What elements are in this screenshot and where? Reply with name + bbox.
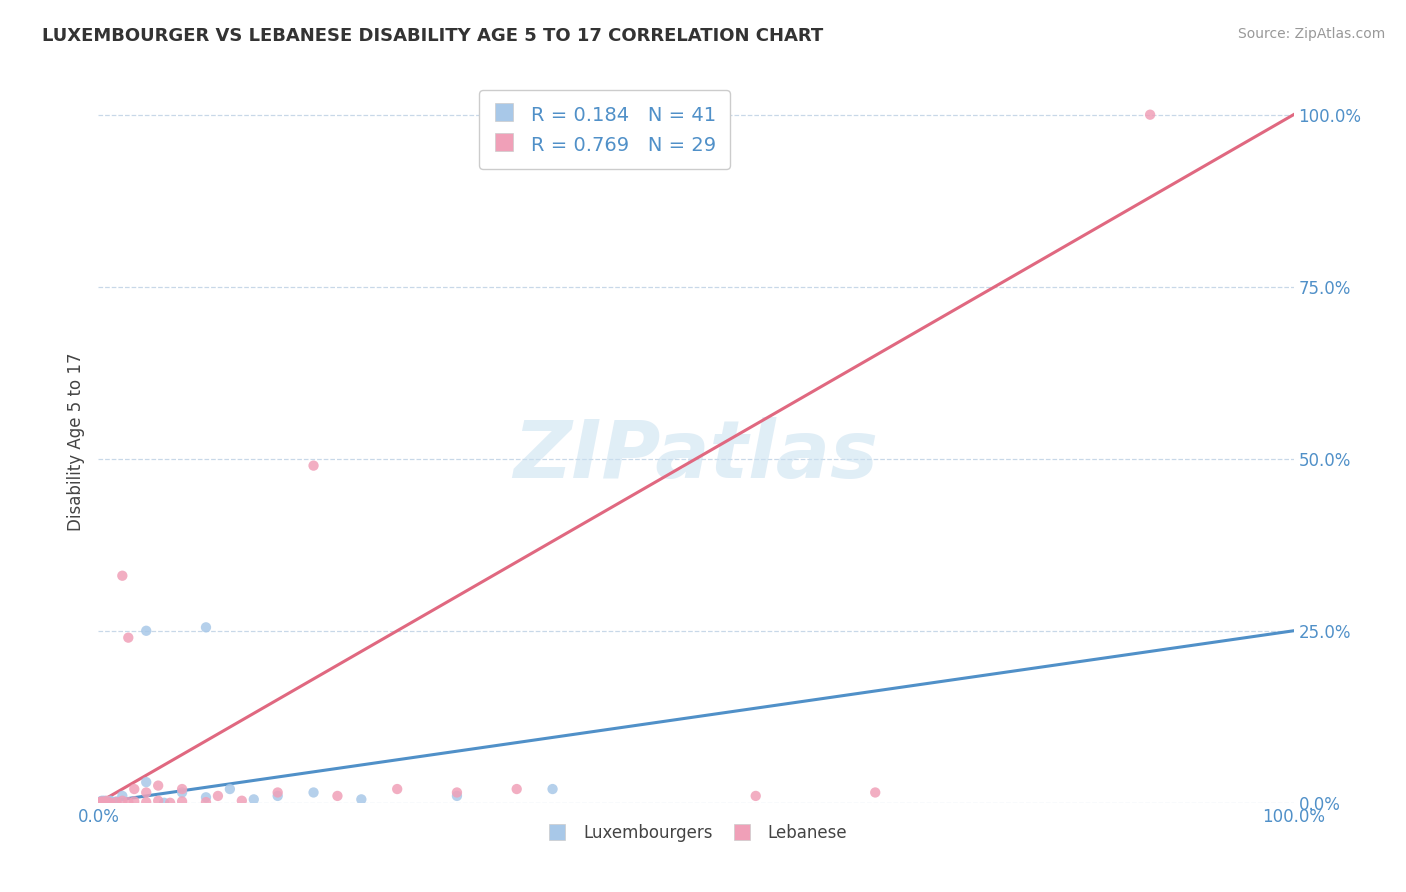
Point (105, 794, 128, 808)
Point (117, 631, 139, 645)
Point (89, 796, 111, 810)
Point (100, 796, 122, 810)
Point (89, 795, 111, 809)
Point (117, 795, 139, 809)
Point (1139, 108, 1161, 122)
Point (89, 795, 111, 809)
Point (93, 796, 115, 810)
Point (90, 795, 112, 809)
Point (90, 794, 112, 808)
Point (350, 792, 373, 806)
Point (90, 796, 112, 810)
Point (153, 796, 176, 810)
Point (111, 789, 134, 803)
Point (267, 785, 290, 799)
Point (506, 782, 529, 797)
Point (91, 795, 114, 809)
Text: Source: ZipAtlas.com: Source: ZipAtlas.com (1237, 27, 1385, 41)
Point (172, 782, 194, 797)
Point (267, 789, 290, 803)
Point (172, 794, 194, 808)
Point (231, 794, 253, 808)
Point (93, 794, 115, 808)
Point (135, 775, 157, 789)
Point (148, 794, 170, 808)
Point (105, 795, 128, 809)
Point (97, 795, 120, 809)
Point (111, 794, 134, 808)
Point (91, 794, 114, 808)
Point (302, 785, 325, 799)
Point (91, 794, 114, 808)
Point (98, 794, 121, 808)
Point (207, 789, 229, 803)
Point (98, 795, 121, 809)
Point (446, 789, 468, 803)
Point (96, 794, 118, 808)
Point (148, 779, 170, 793)
Point (94, 796, 117, 810)
Point (159, 796, 181, 810)
Point (124, 794, 146, 808)
Point (135, 624, 157, 638)
Point (195, 620, 218, 634)
Point (93, 794, 115, 808)
Text: LUXEMBOURGER VS LEBANESE DISABILITY AGE 5 TO 17 CORRELATION CHART: LUXEMBOURGER VS LEBANESE DISABILITY AGE … (42, 27, 824, 45)
Point (101, 795, 124, 809)
Point (98, 794, 122, 808)
Point (94, 795, 117, 809)
Point (865, 785, 887, 799)
Point (93, 795, 115, 809)
Point (97, 796, 120, 810)
Point (446, 785, 468, 799)
Point (135, 785, 157, 799)
Point (243, 792, 266, 806)
Y-axis label: Disability Age 5 to 17: Disability Age 5 to 17 (66, 352, 84, 531)
Point (195, 790, 218, 805)
Point (195, 795, 218, 809)
Point (219, 782, 242, 797)
Point (745, 789, 768, 803)
Point (124, 782, 146, 797)
Point (111, 568, 134, 582)
Text: ZIPatlas: ZIPatlas (513, 417, 879, 495)
Point (541, 782, 564, 797)
Point (90, 796, 112, 810)
Point (326, 789, 349, 803)
Point (101, 795, 124, 809)
Point (91, 794, 114, 808)
Point (96, 794, 118, 808)
Point (385, 782, 409, 797)
Point (91, 795, 114, 809)
Point (98, 796, 122, 810)
Point (135, 795, 157, 809)
Point (91, 794, 114, 808)
Point (302, 458, 325, 473)
Point (96, 796, 118, 810)
Legend: Luxembourgers, Lebanese: Luxembourgers, Lebanese (538, 817, 853, 848)
Point (91, 795, 114, 809)
Point (172, 785, 194, 799)
Point (91, 795, 114, 809)
Point (98, 794, 122, 808)
